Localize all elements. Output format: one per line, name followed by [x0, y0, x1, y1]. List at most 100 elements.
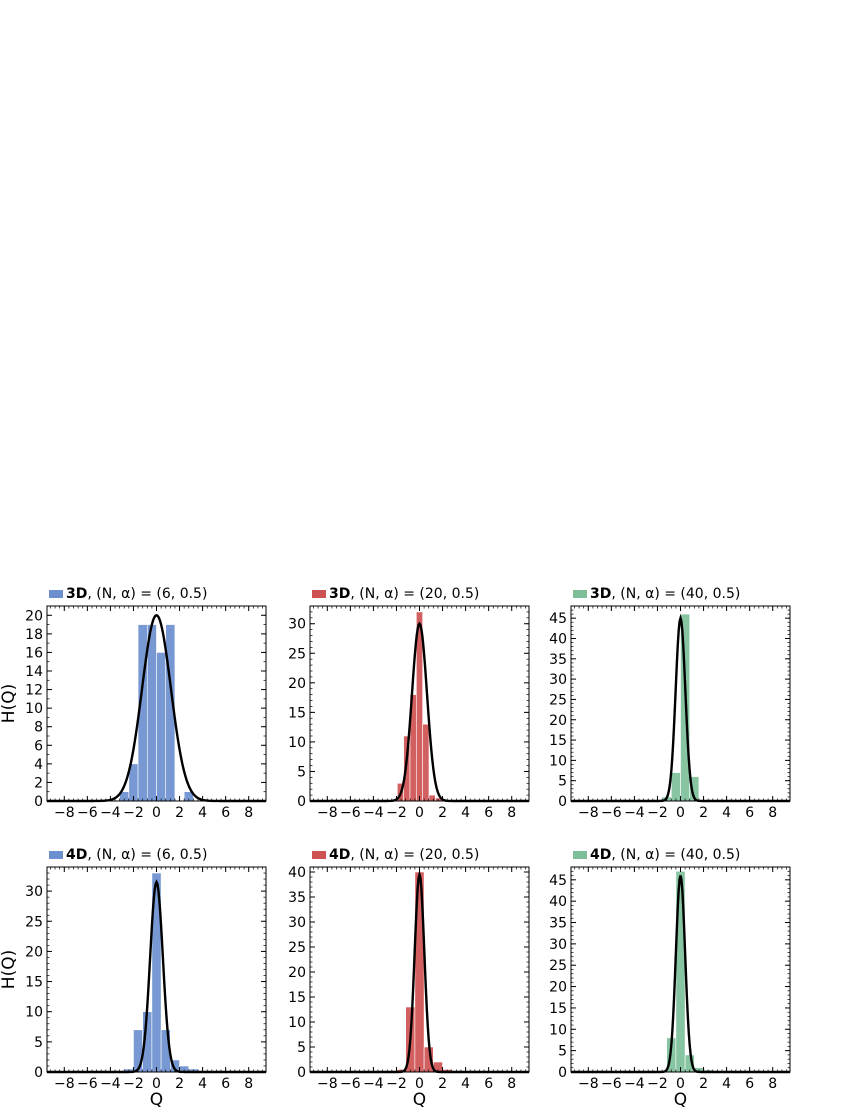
legend-label: 3D, (N, α) = (40, 0.5) [590, 586, 740, 602]
histogram-bar [670, 772, 681, 802]
x-tick-label: 8 [507, 805, 516, 821]
x-tick-label: 2 [175, 1076, 184, 1092]
x-tick-label: −6 [77, 805, 98, 821]
x-tick-label: 4 [461, 1076, 470, 1092]
y-tick-label: 10 [25, 1005, 43, 1021]
y-tick-label: 16 [25, 645, 43, 661]
y-tick-label: 2 [34, 775, 43, 791]
x-tick-label: −6 [77, 1076, 98, 1092]
y-axis-label: H(Q) [0, 950, 19, 989]
legend-swatch [312, 851, 326, 859]
x-tick-label: 0 [415, 1076, 424, 1092]
x-tick-label: −8 [578, 1076, 599, 1092]
y-tick-label: 20 [549, 980, 567, 996]
y-tick-label: 0 [34, 794, 43, 810]
x-tick-label: −8 [578, 805, 599, 821]
x-tick-label: −4 [624, 805, 645, 821]
legend-swatch [573, 590, 587, 598]
y-tick-label: 0 [297, 794, 306, 810]
x-tick-label: 8 [244, 805, 253, 821]
legend-label: 3D, (N, α) = (20, 0.5) [329, 586, 479, 602]
y-tick-label: 20 [25, 944, 43, 960]
y-tick-label: 15 [549, 733, 567, 749]
x-tick-label: 6 [745, 805, 754, 821]
y-tick-label: 5 [558, 774, 567, 790]
legend-label: 4D, (N, α) = (6, 0.5) [66, 847, 207, 863]
y-tick-label: 25 [549, 692, 567, 708]
legend-label-rest: , (N, α) = (40, 0.5) [611, 847, 740, 863]
y-tick-label: 10 [288, 1015, 306, 1031]
x-tick-label: 2 [699, 1076, 708, 1092]
legend-swatch [49, 590, 63, 598]
y-tick-label: 25 [288, 646, 306, 662]
y-tick-label: 30 [288, 915, 306, 931]
legend-label-rest: , (N, α) = (6, 0.5) [87, 586, 207, 602]
histogram-bar [422, 723, 430, 802]
x-tick-label: 6 [745, 1076, 754, 1092]
y-tick-label: 45 [549, 873, 567, 889]
y-tick-label: 30 [549, 672, 567, 688]
legend-label-bold: 4D [590, 847, 611, 863]
y-tick-label: 40 [288, 865, 306, 881]
y-tick-label: 0 [297, 1065, 306, 1081]
y-tick-label: 40 [549, 632, 567, 648]
legend-label-bold: 3D [66, 586, 87, 602]
y-tick-label: 5 [297, 764, 306, 780]
legend-label-rest: , (N, α) = (6, 0.5) [87, 847, 207, 863]
y-tick-label: 15 [288, 990, 306, 1006]
x-tick-label: 4 [198, 805, 207, 821]
y-tick-label: 40 [549, 894, 567, 910]
x-tick-label: 2 [699, 805, 708, 821]
y-tick-label: 25 [549, 958, 567, 974]
legend-label-bold: 4D [66, 847, 87, 863]
y-tick-label: 6 [34, 738, 43, 754]
x-tick-label: −4 [363, 1076, 384, 1092]
y-tick-label: 5 [297, 1040, 306, 1056]
x-tick-label: 2 [175, 805, 184, 821]
y-tick-label: 8 [34, 720, 43, 736]
x-tick-label: −2 [647, 805, 668, 821]
x-tick-label: −6 [601, 805, 622, 821]
y-tick-label: 5 [34, 1035, 43, 1051]
x-tick-label: 6 [484, 1076, 493, 1092]
y-tick-label: 18 [25, 627, 43, 643]
y-axis-label: H(Q) [0, 684, 19, 723]
x-tick-label: 4 [722, 1076, 731, 1092]
x-tick-label: 0 [152, 805, 161, 821]
histogram-bar [133, 1029, 143, 1073]
legend-label-rest: , (N, α) = (20, 0.5) [350, 847, 479, 863]
y-tick-label: 20 [288, 676, 306, 692]
histogram-bar [146, 624, 157, 802]
y-tick-label: 20 [288, 965, 306, 981]
legend-label-bold: 3D [590, 586, 611, 602]
y-tick-label: 12 [25, 683, 43, 699]
y-tick-label: 15 [549, 1001, 567, 1017]
y-tick-label: 0 [34, 1065, 43, 1081]
x-tick-label: 6 [221, 805, 230, 821]
x-tick-label: 6 [484, 805, 493, 821]
y-tick-label: 10 [25, 701, 43, 717]
x-tick-label: 2 [438, 805, 447, 821]
y-tick-label: 30 [25, 884, 43, 900]
y-tick-label: 10 [549, 1022, 567, 1038]
x-tick-label: 2 [438, 1076, 447, 1092]
y-tick-label: 0 [558, 1065, 567, 1081]
x-tick-label: 8 [507, 1076, 516, 1092]
legend-label-bold: 3D [329, 586, 350, 602]
x-tick-label: 6 [221, 1076, 230, 1092]
x-tick-label: −8 [54, 1076, 75, 1092]
x-tick-label: 4 [198, 1076, 207, 1092]
x-tick-label: 8 [244, 1076, 253, 1092]
y-tick-label: 5 [558, 1044, 567, 1060]
y-tick-label: 25 [25, 914, 43, 930]
y-tick-label: 30 [288, 617, 306, 633]
x-tick-label: −4 [100, 805, 121, 821]
legend-swatch [49, 851, 63, 859]
y-tick-label: 0 [558, 794, 567, 810]
y-tick-label: 20 [25, 608, 43, 624]
x-tick-label: −2 [386, 805, 407, 821]
x-tick-label: 8 [768, 1076, 777, 1092]
y-tick-label: 45 [549, 611, 567, 627]
